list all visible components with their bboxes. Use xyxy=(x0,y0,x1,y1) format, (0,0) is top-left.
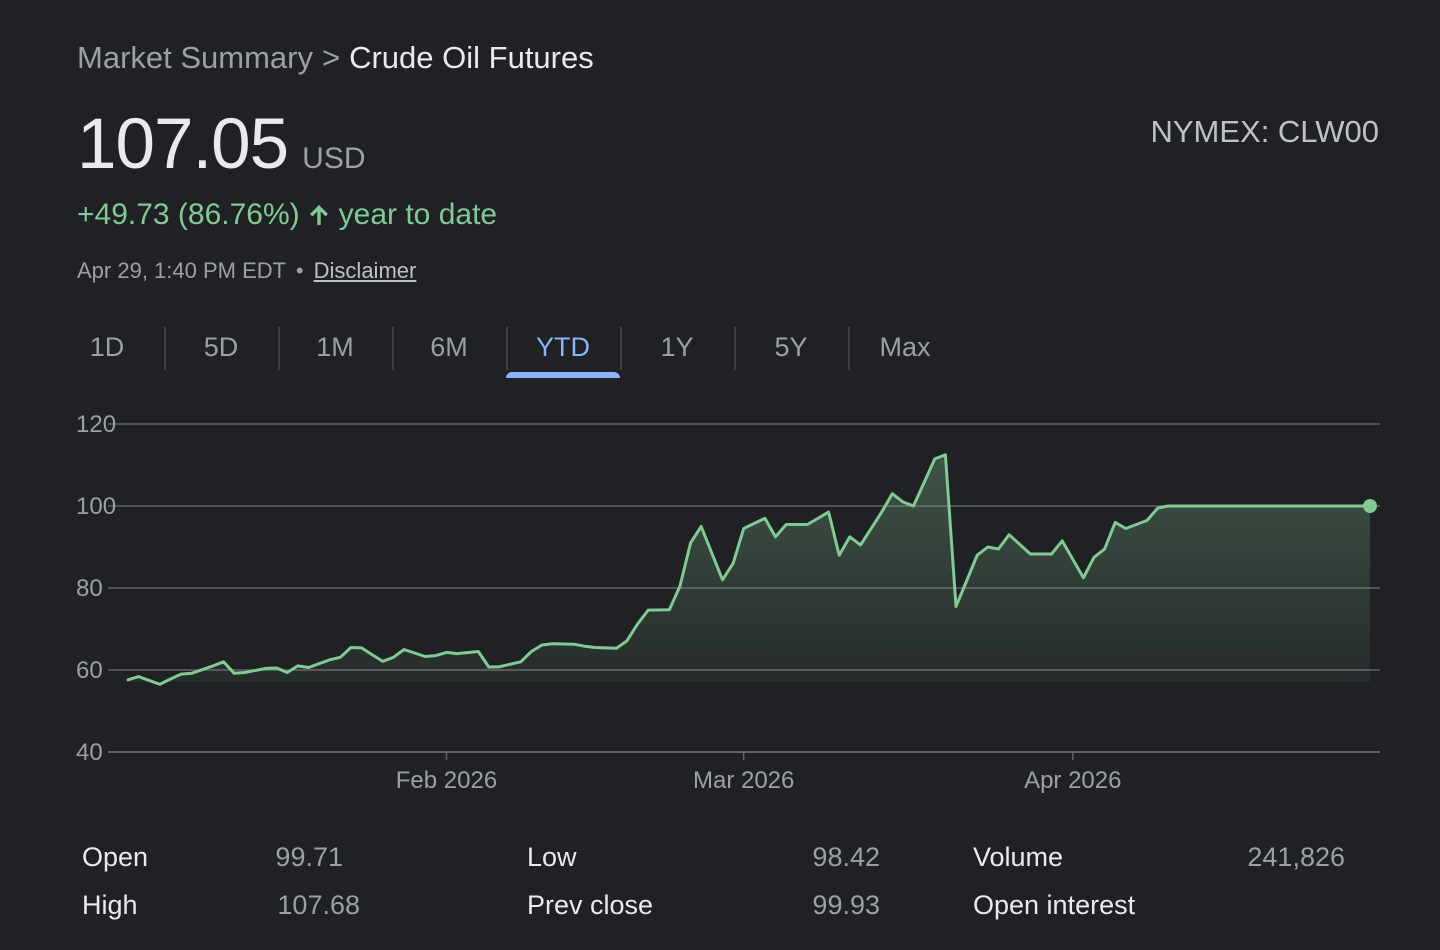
quote-timestamp-row: Apr 29, 1:40 PM EDT • Disclaimer xyxy=(77,258,416,284)
x-tick-label: Feb 2026 xyxy=(396,767,497,794)
y-tick-label: 100 xyxy=(76,493,116,520)
x-tick-label: Apr 2026 xyxy=(1024,767,1121,794)
series-line xyxy=(126,453,1372,686)
tab-6m[interactable]: 6M xyxy=(392,325,506,378)
time-range-tabs: 1D 5D 1M 6M YTD 1Y 5Y Max xyxy=(50,325,962,378)
y-tick-label: 60 xyxy=(76,657,103,684)
tab-1d[interactable]: 1D xyxy=(89,332,125,362)
breadcrumb-root-link[interactable]: Market Summary xyxy=(77,40,313,75)
y-tick-label: 80 xyxy=(76,575,103,602)
quote-timestamp: Apr 29, 1:40 PM EDT xyxy=(77,258,286,283)
y-tick-label: 120 xyxy=(76,411,116,438)
price-value: 107.05 xyxy=(77,105,289,184)
tab-ytd[interactable]: YTD xyxy=(506,325,620,378)
tab-max[interactable]: Max xyxy=(848,325,962,378)
y-tick-label: 40 xyxy=(76,739,103,766)
price-currency: USD xyxy=(302,142,366,175)
tab-5y[interactable]: 5Y xyxy=(734,325,848,378)
arrow-up-icon xyxy=(309,205,328,225)
tab-1m[interactable]: 1M xyxy=(278,325,392,378)
chart-axis-labels: 120 100 80 60 40 Feb 2026 Mar 2026 Apr 2026 xyxy=(76,411,1121,794)
breadcrumb-separator: > xyxy=(321,40,341,75)
chart-series xyxy=(126,453,1377,686)
x-tick-label: Mar 2026 xyxy=(693,767,794,794)
tab-5d[interactable]: 5D xyxy=(164,325,278,378)
price-change: +49.73 (86.76%) year to date xyxy=(77,198,497,232)
disclaimer-link[interactable]: Disclaimer xyxy=(313,258,417,283)
change-value: +49.73 (86.76%) xyxy=(77,198,300,231)
page-title: Crude Oil Futures xyxy=(349,40,594,75)
breadcrumb: Market Summary > Crude Oil Futures xyxy=(77,40,594,76)
price-block: 107.05 USD xyxy=(77,104,366,185)
tab-1y[interactable]: 1Y xyxy=(620,325,734,378)
timestamp-separator: • xyxy=(295,258,304,283)
last-point-marker xyxy=(1363,499,1377,513)
exchange-ticker: NYMEX: CLW00 xyxy=(1150,114,1379,149)
series-area xyxy=(128,454,1370,685)
change-period: year to date xyxy=(338,198,498,231)
